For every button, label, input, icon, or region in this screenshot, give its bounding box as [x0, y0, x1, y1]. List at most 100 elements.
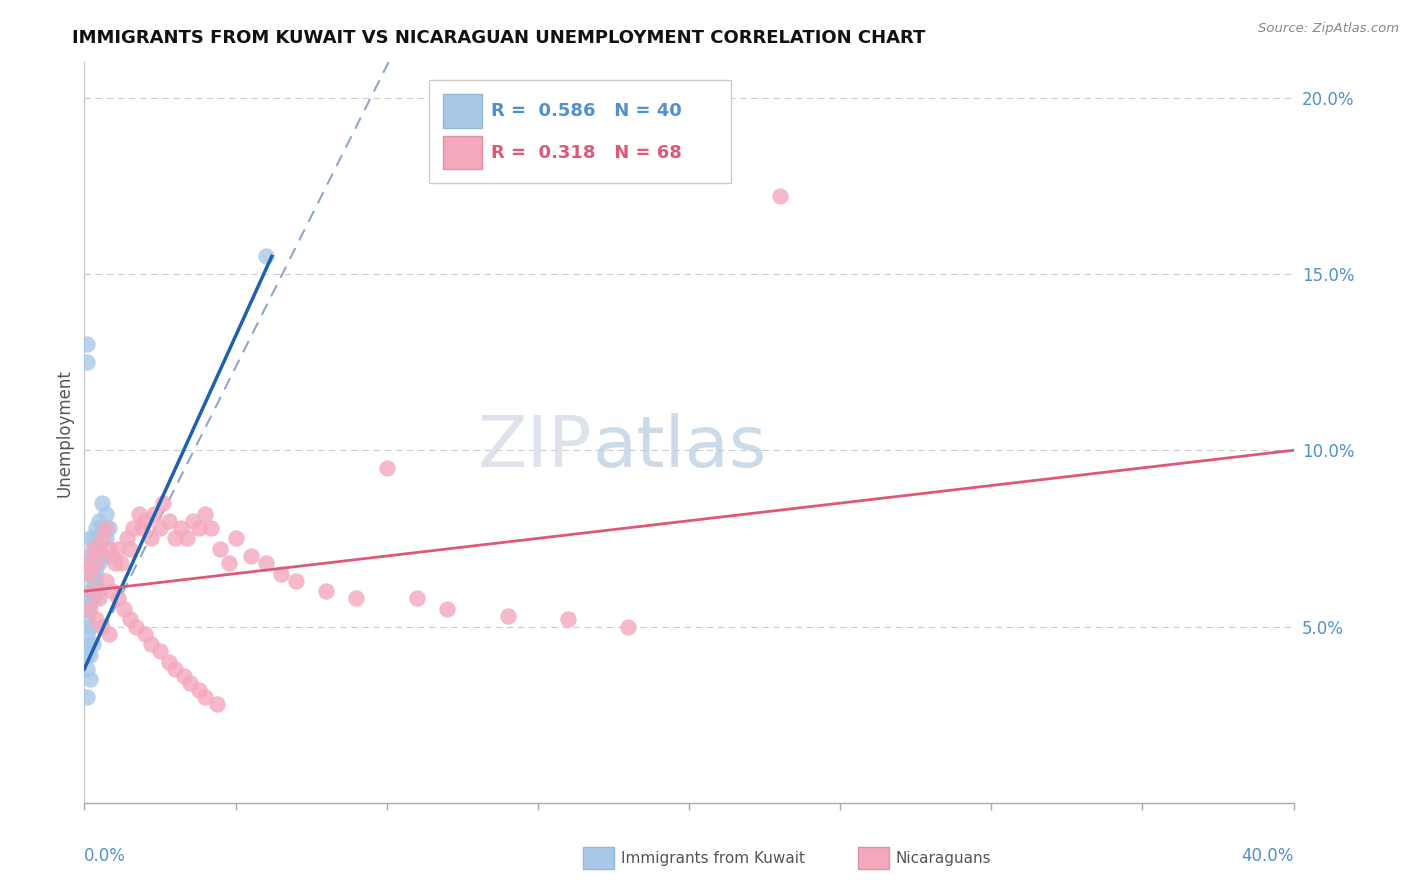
Text: atlas: atlas [592, 413, 766, 482]
Point [82, 591, 104, 606]
Point [82, 574, 104, 588]
Text: Nicaraguans: Nicaraguans [896, 851, 991, 865]
Point [86, 577, 108, 591]
Point [254, 249, 277, 263]
Point [79, 532, 101, 546]
Point [436, 602, 458, 616]
Point [76, 337, 98, 351]
Point [79, 584, 101, 599]
Point [76, 662, 98, 676]
Point [89, 514, 111, 528]
Point [139, 637, 162, 651]
Text: 40.0%: 40.0% [1241, 847, 1294, 865]
Point [94, 507, 117, 521]
Point [181, 514, 204, 528]
Point [194, 507, 217, 521]
Point [170, 521, 193, 535]
Point [79, 673, 101, 687]
Text: R =  0.586   N = 40: R = 0.586 N = 40 [491, 102, 682, 120]
Point [86, 556, 108, 570]
Point [97, 541, 120, 556]
Point [86, 521, 108, 535]
Point [165, 532, 187, 546]
Point [94, 521, 117, 535]
Point [142, 507, 165, 521]
Point [769, 189, 792, 203]
Point [89, 591, 111, 606]
Point [91, 619, 114, 633]
Point [91, 549, 114, 563]
Point [89, 538, 111, 552]
Point [79, 566, 101, 581]
Point [270, 566, 292, 581]
Point [91, 521, 114, 535]
Point [89, 584, 111, 599]
Point [94, 532, 117, 546]
Point [118, 612, 141, 626]
Point [134, 514, 156, 528]
Point [207, 697, 229, 711]
Text: Source: ZipAtlas.com: Source: ZipAtlas.com [1258, 22, 1399, 36]
Point [86, 556, 108, 570]
Point [157, 514, 180, 528]
Point [617, 619, 640, 633]
Point [82, 556, 104, 570]
Point [254, 556, 277, 570]
Point [82, 532, 104, 546]
Point [76, 690, 98, 704]
Point [218, 556, 240, 570]
Point [107, 591, 129, 606]
Text: ZIP: ZIP [478, 413, 592, 482]
Point [104, 556, 127, 570]
Point [209, 541, 232, 556]
Point [375, 461, 398, 475]
Point [118, 541, 141, 556]
Point [79, 602, 101, 616]
Point [194, 690, 217, 704]
Point [79, 595, 101, 609]
Point [188, 683, 211, 698]
Point [173, 669, 195, 683]
Text: R =  0.318   N = 68: R = 0.318 N = 68 [491, 144, 682, 161]
Point [179, 676, 201, 690]
Point [82, 566, 104, 581]
Point [76, 648, 98, 662]
Point [97, 626, 120, 640]
Point [110, 556, 132, 570]
Point [188, 521, 211, 535]
Point [149, 644, 172, 658]
Point [91, 532, 114, 546]
Point [89, 556, 111, 570]
Point [79, 648, 101, 662]
Point [82, 584, 104, 599]
Point [112, 602, 135, 616]
Point [346, 591, 368, 606]
Point [76, 602, 98, 616]
Point [139, 532, 162, 546]
Point [91, 496, 114, 510]
Point [496, 609, 519, 624]
Point [406, 591, 429, 606]
Point [76, 556, 98, 570]
Y-axis label: Unemployment: Unemployment [55, 368, 73, 497]
Point [176, 532, 198, 546]
Point [225, 532, 247, 546]
Point [76, 626, 98, 640]
Point [128, 507, 150, 521]
Point [79, 549, 101, 563]
Point [97, 521, 120, 535]
Point [285, 574, 308, 588]
Text: 0.0%: 0.0% [84, 847, 127, 865]
Point [200, 521, 222, 535]
Point [134, 626, 156, 640]
Point [79, 619, 101, 633]
Point [82, 541, 104, 556]
Point [76, 355, 98, 369]
Point [86, 566, 108, 581]
Point [121, 521, 143, 535]
Point [82, 637, 104, 651]
Point [94, 574, 117, 588]
Point [152, 496, 174, 510]
Point [149, 521, 172, 535]
Point [131, 521, 153, 535]
